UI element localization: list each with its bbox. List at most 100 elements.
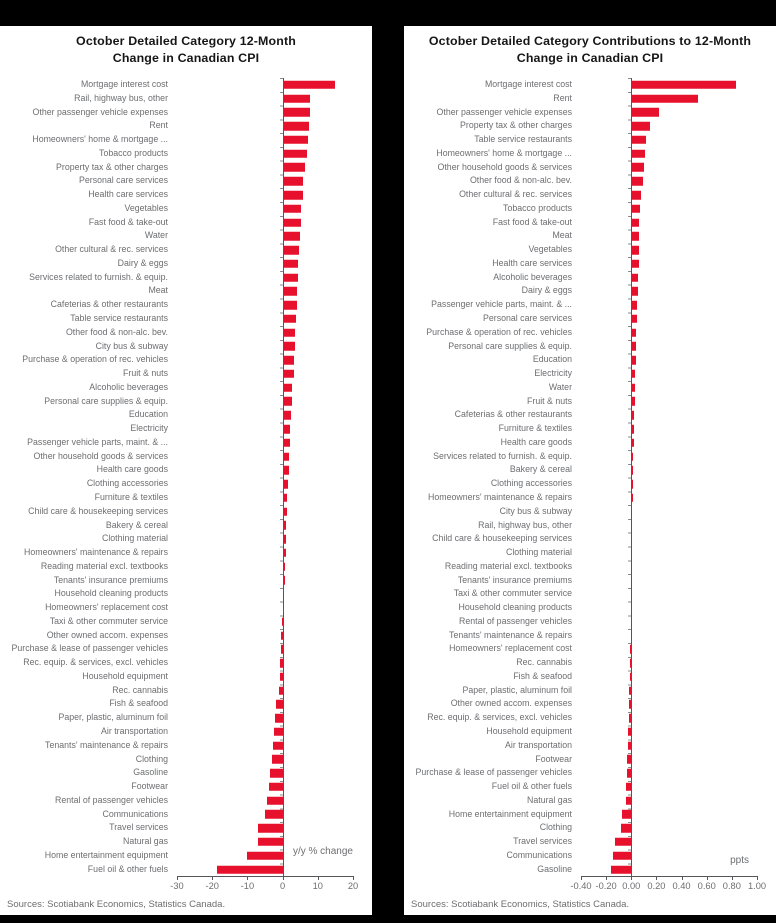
- chart-row: Communications: [404, 849, 776, 863]
- bar: [631, 176, 643, 186]
- bar: [282, 383, 293, 392]
- chart-row: Bakery & cereal: [0, 519, 372, 533]
- bar-track: [177, 780, 353, 794]
- category-label: Rail, highway bus, other: [74, 92, 168, 103]
- category-label: Tobacco products: [503, 202, 572, 213]
- plot-area: Mortgage interest cost Rail, highway bus,…: [0, 78, 372, 877]
- bar: [282, 121, 310, 131]
- chart-row: Clothing accessories: [0, 477, 372, 491]
- bar-track: [581, 78, 757, 92]
- chart-row: Alcoholic beverages: [404, 271, 776, 285]
- bar-track: [177, 615, 353, 629]
- category-label: Footwear: [535, 753, 572, 764]
- bar-track: [177, 229, 353, 243]
- chart-title: October Detailed Category 12-Month Chang…: [0, 26, 372, 67]
- bar-track: [177, 78, 353, 92]
- category-label: Table service restaurants: [474, 134, 572, 145]
- zero-axis-line: [282, 78, 284, 877]
- bar: [631, 314, 637, 324]
- zero-axis-line: [631, 78, 633, 877]
- chart-row: Services related to furnish. & equip.: [0, 271, 372, 285]
- bar: [282, 369, 294, 379]
- chart-row: Child care & housekeeping services: [404, 532, 776, 546]
- category-label: Fruit & nuts: [123, 368, 168, 379]
- chart-row: Tenants' insurance premiums: [0, 574, 372, 588]
- chart-row: Rec. cannabis: [0, 684, 372, 698]
- bar: [622, 810, 632, 819]
- category-label: Fish & seafood: [109, 698, 168, 709]
- chart-row: Paper, plastic, aluminum foil: [404, 684, 776, 698]
- category-label: Meat: [148, 285, 168, 296]
- bar-track: [177, 367, 353, 381]
- axis-tick: [656, 876, 658, 881]
- category-label: Tenants' insurance premiums: [457, 574, 572, 585]
- chart-row: Dairy & eggs: [404, 284, 776, 298]
- bar-track: [581, 505, 757, 519]
- category-label: Other cultural & rec. services: [459, 189, 572, 200]
- category-label: Tenants' maintenance & repairs: [449, 629, 572, 640]
- category-label: Other food & non-alc. bev.: [65, 326, 168, 337]
- bar-track: [581, 642, 757, 656]
- bar-track: [177, 436, 353, 450]
- category-label: Other passenger vehicle expenses: [436, 106, 572, 117]
- bar: [268, 782, 283, 792]
- bar-track: [177, 808, 353, 822]
- bar-chart: Mortgage interest cost Rent Other passenge…: [404, 78, 776, 891]
- axis-tick: [317, 876, 319, 881]
- bar: [282, 548, 286, 558]
- chart-row: Personal care supplies & equip.: [0, 395, 372, 409]
- bar-track: [177, 298, 353, 312]
- chart-row: Water: [404, 381, 776, 395]
- category-label: Health care goods: [96, 464, 168, 475]
- category-label: Natural gas: [123, 836, 168, 847]
- x-axis: -0.40 -0.20 0.00 0.20 0.40 0.60 0.80 1.00: [570, 876, 766, 891]
- chart-row: Purchase & lease of passenger vehicles: [404, 766, 776, 780]
- bar-track: [581, 725, 757, 739]
- category-label: Other owned accom. expenses: [450, 698, 572, 709]
- x-axis: -30 -20 -10 0 10 20: [170, 876, 358, 891]
- chart-row: Tobacco products: [0, 147, 372, 161]
- bar-track: [177, 326, 353, 340]
- axis-tick-label: 0.80: [722, 881, 741, 892]
- bar: [282, 576, 286, 585]
- chart-row: Rail, highway bus, other: [404, 519, 776, 533]
- bar-track: [581, 780, 757, 794]
- bar: [631, 342, 636, 351]
- axis-tick-label: -10: [240, 881, 255, 892]
- chart-row: Dairy & eggs: [0, 257, 372, 271]
- category-label: Home entertainment equipment: [448, 808, 572, 819]
- category-label: Tenants' insurance premiums: [53, 574, 168, 585]
- chart-row: City bus & subway: [0, 340, 372, 354]
- bar: [282, 466, 289, 475]
- chart-row: Personal care services: [404, 312, 776, 326]
- axis-tick: [606, 876, 608, 881]
- bar-track: [177, 395, 353, 409]
- bar: [274, 727, 283, 737]
- chart-row: Electricity: [0, 422, 372, 436]
- chart-row: Electricity: [404, 367, 776, 381]
- bar-track: [177, 284, 353, 298]
- bar: [282, 507, 287, 516]
- category-label: Home entertainment equipment: [44, 849, 168, 860]
- chart-row: Other household goods & services: [0, 450, 372, 464]
- bar: [282, 300, 297, 310]
- category-label: Communications: [102, 808, 168, 819]
- chart-row: Fruit & nuts: [0, 367, 372, 381]
- bar: [282, 94, 311, 103]
- bar-track: [177, 312, 353, 326]
- bar-track: [581, 298, 757, 312]
- chart-row: Homeowners' replacement cost: [0, 601, 372, 615]
- bar-track: [177, 697, 353, 711]
- chart-row: Fast food & take-out: [0, 216, 372, 230]
- chart-row: Rec. equip. & services, excl. vehicles: [0, 656, 372, 670]
- bar-track: [581, 188, 757, 202]
- bar: [282, 287, 298, 296]
- chart-row: Household cleaning products: [0, 587, 372, 601]
- bar-track: [177, 491, 353, 505]
- bar-track: [177, 271, 353, 285]
- bar-track: [581, 477, 757, 491]
- bar-track: [581, 161, 757, 175]
- bar-track: [177, 601, 353, 615]
- category-label: Homeowners' maintenance & repairs: [428, 491, 572, 502]
